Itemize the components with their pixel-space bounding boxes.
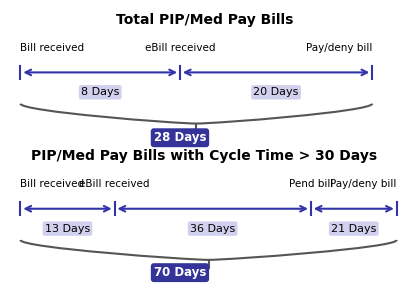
Text: Pay/deny bill: Pay/deny bill bbox=[330, 179, 397, 189]
Text: eBill received: eBill received bbox=[79, 179, 150, 189]
Text: PIP/Med Pay Bills with Cycle Time > 30 Days: PIP/Med Pay Bills with Cycle Time > 30 D… bbox=[31, 149, 378, 163]
Text: 70 Days: 70 Days bbox=[154, 266, 206, 279]
Text: Pay/deny bill: Pay/deny bill bbox=[306, 43, 372, 53]
Text: eBill received: eBill received bbox=[145, 43, 215, 53]
Text: 20 Days: 20 Days bbox=[254, 87, 299, 97]
Text: Pend bill: Pend bill bbox=[289, 179, 333, 189]
Text: Total PIP/Med Pay Bills: Total PIP/Med Pay Bills bbox=[116, 13, 293, 27]
Text: Bill received: Bill received bbox=[20, 43, 85, 53]
Text: 13 Days: 13 Days bbox=[45, 224, 90, 234]
Text: 21 Days: 21 Days bbox=[331, 224, 376, 234]
Text: Bill received: Bill received bbox=[20, 179, 85, 189]
Text: 36 Days: 36 Days bbox=[190, 224, 235, 234]
Text: 28 Days: 28 Days bbox=[154, 131, 206, 144]
Text: 8 Days: 8 Days bbox=[81, 87, 119, 97]
